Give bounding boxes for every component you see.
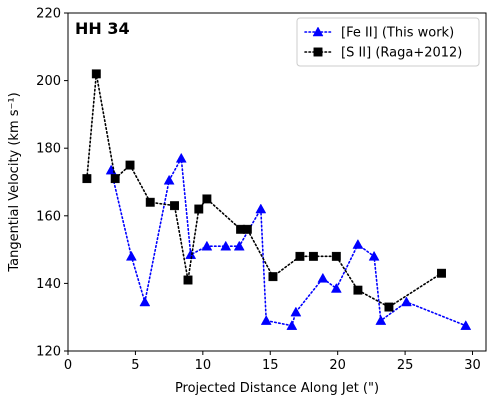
legend-box: [296, 17, 480, 67]
x-tick-label: 20: [329, 358, 346, 373]
data-point: [286, 320, 298, 330]
data-point: [290, 306, 302, 317]
y-tick-label: 180: [36, 142, 61, 157]
series-fe-ii: [105, 152, 472, 330]
data-point: [163, 174, 175, 185]
data-point: [260, 315, 272, 325]
data-point: [233, 240, 245, 251]
data-point: [352, 239, 364, 249]
data-point: [91, 69, 101, 79]
data-point: [139, 296, 151, 307]
legend-entry: [S II] (Raga+2012): [304, 46, 462, 61]
y-tick-label: 160: [36, 209, 61, 224]
series-line: [86, 73, 443, 308]
data-point: [375, 315, 387, 325]
legend-label: [Fe II] (This work): [341, 26, 454, 41]
data-point: [331, 251, 341, 261]
series-layer: [82, 69, 472, 330]
legend-label: [S II] (Raga+2012): [341, 46, 462, 61]
x-tick-label: 15: [262, 358, 279, 373]
legend-marker: [313, 47, 323, 57]
series-line: [110, 155, 467, 327]
data-point: [201, 240, 213, 251]
y-tick-label: 120: [36, 345, 61, 360]
data-point: [308, 251, 318, 261]
data-point: [353, 285, 363, 295]
x-tick-label: 10: [195, 358, 212, 373]
data-point: [125, 160, 135, 170]
data-point: [170, 201, 179, 211]
x-tick-label: 5: [131, 358, 139, 373]
y-axis-label: Tangential Velocity (km s⁻¹): [7, 92, 22, 272]
data-point: [384, 302, 394, 312]
data-point: [220, 240, 232, 251]
legend: [Fe II] (This work) [S II] (Raga+2012): [296, 17, 480, 67]
data-point: [183, 275, 193, 285]
ticks-layer: 0 5 10 15 20 25 30 120 140 160 180 200 220: [36, 7, 481, 374]
data-point: [401, 296, 412, 307]
data-point: [317, 272, 329, 283]
series-s-ii: [82, 69, 446, 312]
data-point: [125, 250, 137, 261]
data-point: [255, 203, 267, 214]
x-tick-label: 0: [64, 358, 72, 373]
data-point: [295, 251, 305, 261]
plot-frame: [67, 12, 487, 352]
data-point: [368, 250, 380, 261]
legend-marker: [312, 26, 324, 37]
x-tick-label: 25: [397, 358, 414, 373]
y-tick-label: 220: [36, 7, 61, 22]
chart-annotation: HH 34: [75, 19, 130, 38]
data-point: [110, 174, 120, 184]
data-point: [242, 224, 252, 234]
legend-entry: [Fe II] (This work): [304, 26, 454, 41]
x-tick-label: 30: [464, 358, 481, 373]
data-point: [268, 272, 278, 282]
y-tick-label: 200: [36, 74, 61, 89]
y-tick-label: 140: [36, 277, 61, 292]
data-point: [145, 197, 155, 207]
data-point: [194, 204, 204, 214]
x-axis-label: Projected Distance Along Jet ("): [175, 381, 379, 396]
data-point: [330, 282, 342, 293]
data-point: [460, 320, 472, 330]
data-point: [202, 194, 212, 204]
data-point: [437, 268, 446, 278]
data-point: [175, 152, 187, 163]
data-point: [82, 174, 92, 184]
